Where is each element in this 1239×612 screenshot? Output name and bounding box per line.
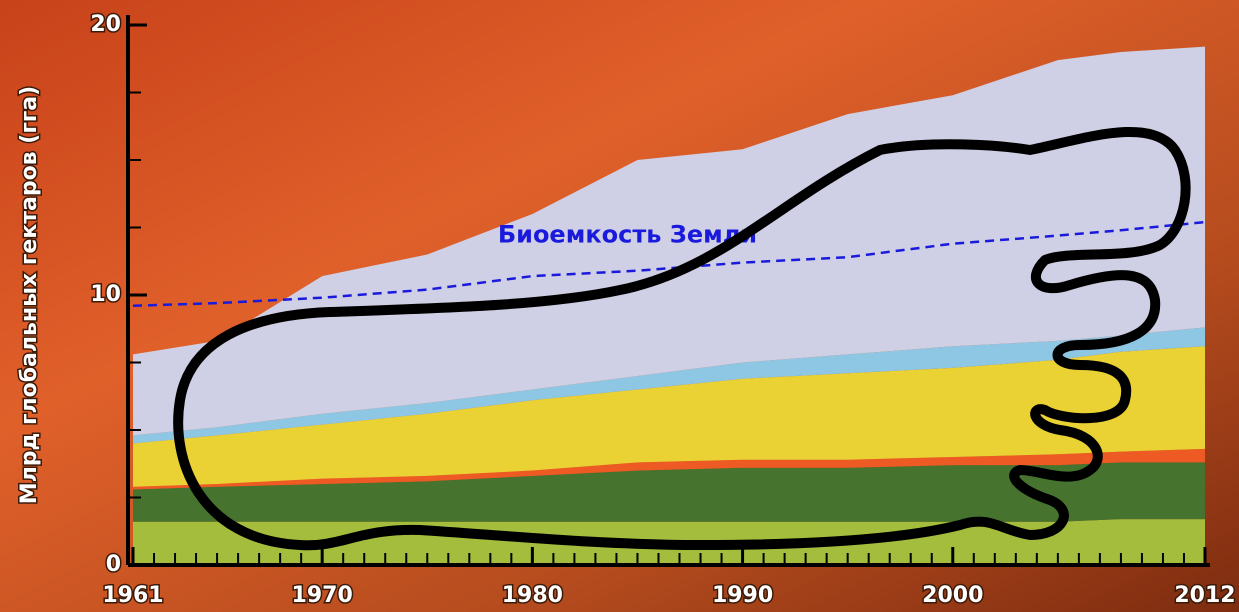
page: Биоемкость Земли 19611970198019902000201… <box>0 0 1239 612</box>
x-tick-label: 1961 <box>102 583 163 608</box>
y-tick-label: 10 <box>90 282 121 307</box>
x-tick-label: 2000 <box>922 583 983 608</box>
x-tick-label: 2012 <box>1174 583 1235 608</box>
y-tick-label: 0 <box>106 552 121 577</box>
x-tick-label: 1980 <box>502 583 563 608</box>
line-label: Биоемкость Земли <box>498 221 757 249</box>
y-axis-label: Млрд глобальных гектаров (гга) <box>17 86 42 504</box>
y-tick-label: 20 <box>90 12 121 37</box>
chart: Биоемкость Земли 19611970198019902000201… <box>0 0 1239 612</box>
x-tick-label: 1990 <box>712 583 773 608</box>
x-tick-label: 1970 <box>292 583 353 608</box>
